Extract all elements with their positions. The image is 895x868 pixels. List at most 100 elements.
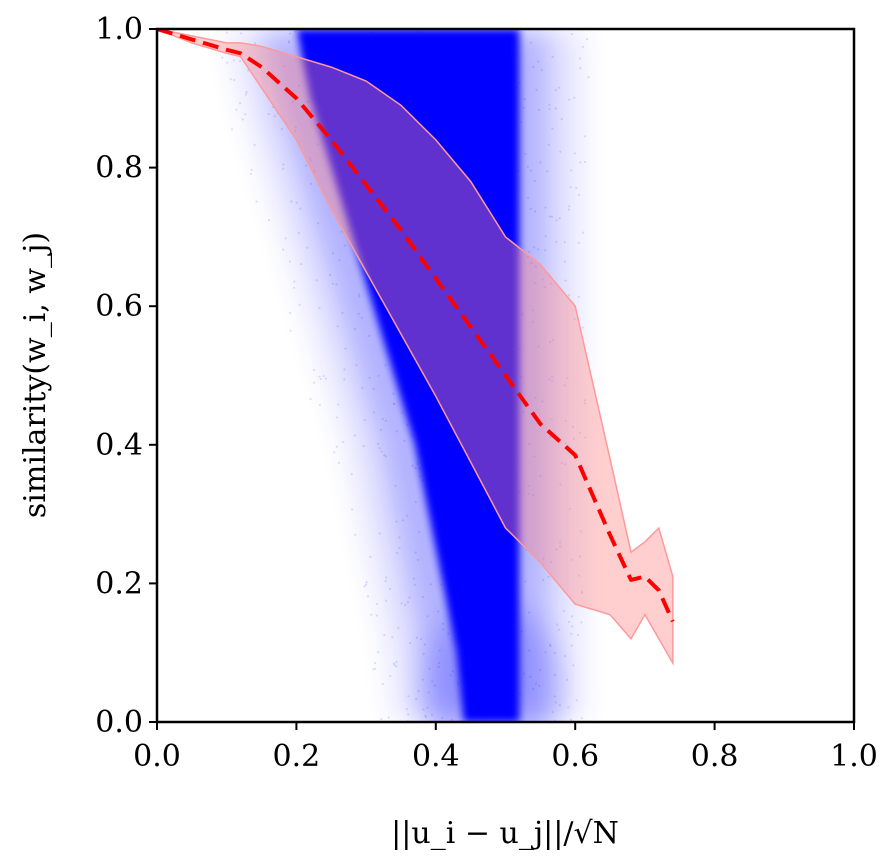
scatter-point xyxy=(318,306,321,309)
scatter-point xyxy=(520,630,523,633)
scatter-point xyxy=(410,310,413,313)
scatter-point xyxy=(544,235,547,238)
scatter-point xyxy=(370,109,373,112)
scatter-point xyxy=(559,545,562,548)
scatter-point xyxy=(504,292,507,295)
scatter-point xyxy=(441,570,444,573)
scatter-point xyxy=(438,215,441,218)
scatter-point xyxy=(555,548,558,551)
scatter-point xyxy=(567,706,570,709)
scatter-point xyxy=(523,98,526,101)
scatter-point xyxy=(510,469,513,472)
scatter-point xyxy=(451,101,454,104)
scatter-point xyxy=(402,237,405,241)
scatter-point xyxy=(404,603,407,606)
scatter-point xyxy=(433,497,437,500)
scatter-point xyxy=(471,461,475,464)
scatter-point xyxy=(575,699,578,702)
scatter-point xyxy=(370,613,373,616)
scatter-point xyxy=(475,271,478,274)
scatter-point xyxy=(549,643,552,647)
scatter-point xyxy=(376,217,379,220)
scatter-point xyxy=(335,445,338,448)
scatter-point xyxy=(421,185,424,188)
scatter-point xyxy=(476,70,479,73)
scatter-point xyxy=(550,560,553,564)
scatter-point xyxy=(458,634,461,637)
scatter-point xyxy=(244,113,247,116)
scatter-point xyxy=(375,614,379,617)
scatter-point xyxy=(395,665,398,668)
scatter-point xyxy=(465,299,469,302)
scatter-point xyxy=(289,32,292,35)
scatter-point xyxy=(585,38,589,41)
scatter-point xyxy=(294,130,297,133)
scatter-point xyxy=(533,282,537,285)
scatter-point xyxy=(491,565,494,568)
scatter-point xyxy=(315,58,319,61)
scatter-point xyxy=(532,688,535,691)
scatter-point xyxy=(528,611,531,614)
scatter-point xyxy=(527,484,530,488)
scatter-point xyxy=(584,436,587,439)
scatter-point xyxy=(406,321,409,324)
scatter-point xyxy=(563,384,566,387)
scatter-point xyxy=(391,235,394,238)
y-axis-label: similarity(w_i, w_j) xyxy=(18,232,53,518)
scatter-point xyxy=(481,67,484,70)
scatter-point xyxy=(499,253,502,256)
scatter-point xyxy=(358,235,361,238)
scatter-point xyxy=(508,224,511,227)
scatter-point xyxy=(493,544,496,547)
scatter-point xyxy=(288,260,291,263)
scatter-point xyxy=(460,227,464,230)
scatter-point xyxy=(558,217,561,220)
scatter-point xyxy=(341,312,344,315)
scatter-point xyxy=(288,311,292,315)
scatter-point xyxy=(250,168,253,171)
scatter-point xyxy=(497,688,500,691)
scatter-point xyxy=(419,638,423,641)
scatter-point xyxy=(397,242,400,245)
scatter-point xyxy=(484,363,487,366)
scatter-point xyxy=(358,295,361,298)
scatter-point xyxy=(539,668,542,671)
scatter-point xyxy=(351,194,354,197)
scatter-point xyxy=(570,169,573,172)
scatter-point xyxy=(465,395,468,398)
scatter-point xyxy=(267,219,271,222)
scatter-cloud xyxy=(221,29,590,722)
scatter-point xyxy=(309,159,313,162)
scatter-point xyxy=(415,30,418,33)
scatter-point xyxy=(323,115,326,118)
scatter-point xyxy=(465,649,469,652)
scatter-point xyxy=(309,398,312,401)
scatter-point xyxy=(403,439,406,442)
scatter-point xyxy=(368,334,371,337)
scatter-point xyxy=(566,377,569,380)
scatter-point xyxy=(570,632,573,635)
scatter-point xyxy=(411,434,414,437)
scatter-point xyxy=(372,668,375,671)
scatter-point xyxy=(554,701,557,704)
scatter-point xyxy=(407,713,410,716)
scatter-point xyxy=(541,278,544,281)
scatter-point xyxy=(384,599,388,602)
scatter-point xyxy=(333,451,336,454)
scatter-point xyxy=(414,295,418,298)
scatter-point xyxy=(406,155,409,158)
scatter-point xyxy=(488,142,491,145)
scatter-point xyxy=(385,576,388,579)
scatter-point xyxy=(378,532,381,535)
scatter-point xyxy=(501,284,504,287)
scatter-point xyxy=(522,411,525,414)
scatter-point xyxy=(293,286,296,289)
scatter-point xyxy=(416,275,419,278)
scatter-point xyxy=(282,248,285,251)
scatter-point xyxy=(427,691,430,694)
scatter-point xyxy=(413,583,416,586)
x-axis-label: ||u_i − u_j||/√N xyxy=(391,816,619,851)
scatter-point xyxy=(418,119,421,122)
scatter-point xyxy=(568,620,571,623)
scatter-point xyxy=(432,349,435,352)
